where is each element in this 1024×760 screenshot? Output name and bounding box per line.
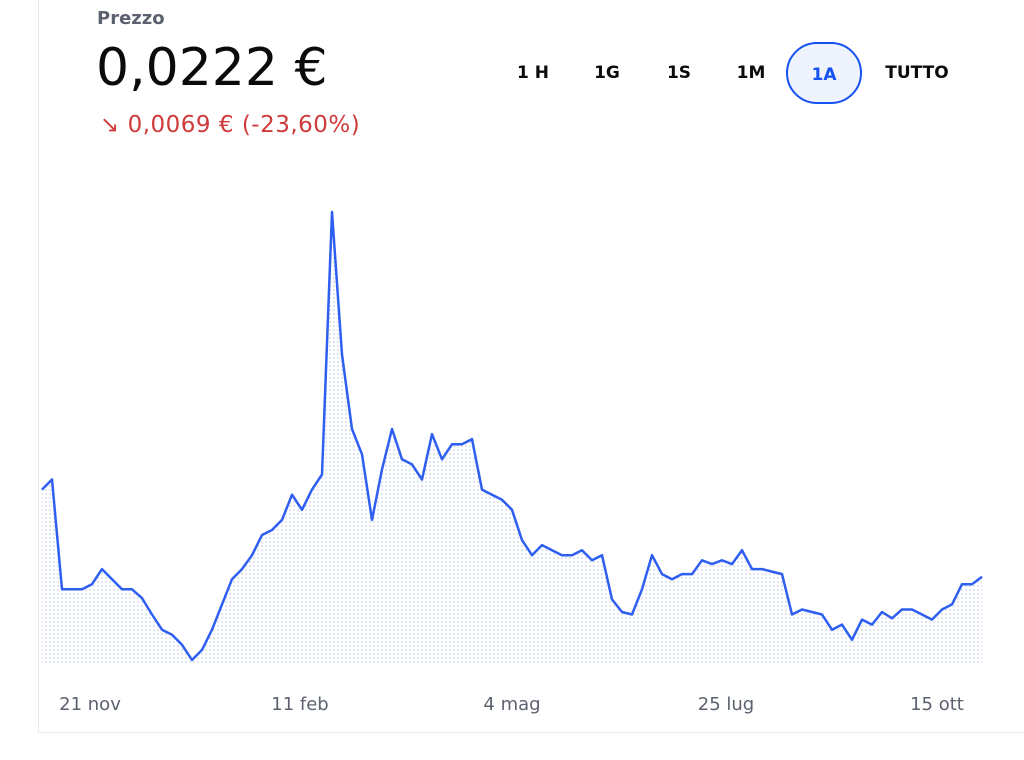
- range-button[interactable]: 1S: [666, 63, 692, 83]
- x-tick-label: 25 lug: [698, 694, 754, 715]
- price-line: [41, 210, 983, 662]
- card: [38, 0, 1024, 733]
- area: [42, 212, 982, 665]
- x-tick-label: 4 mag: [483, 694, 540, 715]
- price: 0,0222 €: [96, 38, 328, 98]
- range-button[interactable]: 1A: [786, 42, 862, 104]
- range-button[interactable]: 1 H: [517, 63, 549, 83]
- range-button[interactable]: TUTTO: [885, 63, 949, 83]
- range-button[interactable]: 1M: [736, 63, 766, 83]
- label: Prezzo: [97, 8, 165, 29]
- x-tick-label: 15 ott: [910, 694, 964, 715]
- x-tick-label: 11 feb: [271, 694, 328, 715]
- range-button[interactable]: 1G: [594, 63, 620, 83]
- x-tick-label: 21 nov: [59, 694, 121, 715]
- change: ↘ 0,0069 € (-23,60%): [100, 112, 361, 138]
